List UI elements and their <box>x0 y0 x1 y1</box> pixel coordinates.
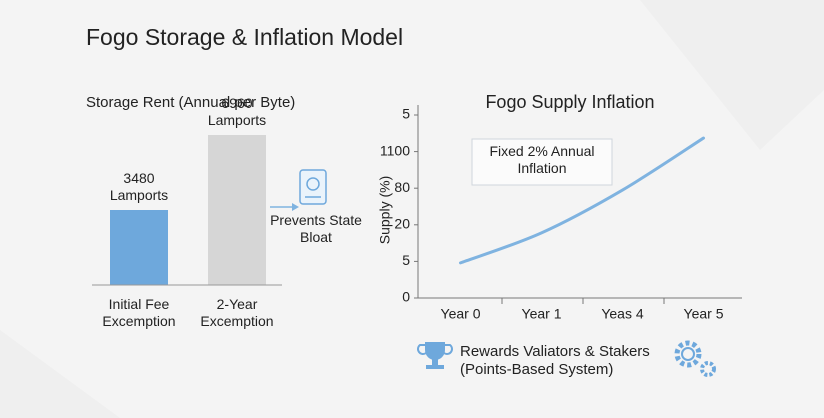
category-label: 2-Year Excemption <box>200 296 274 329</box>
y-tick-label: 0 <box>402 289 410 305</box>
arrow-head <box>292 203 299 211</box>
gear-icon <box>681 347 695 361</box>
trophy-icon <box>432 359 438 365</box>
x-tick-label: Year 0 <box>441 306 481 322</box>
gear-icon <box>674 340 702 368</box>
annotation: Prevents State Bloat <box>270 212 362 245</box>
x-tick-label: Year 5 <box>684 306 724 322</box>
y-tick-label: 20 <box>394 216 410 232</box>
annotation-box <box>471 138 613 186</box>
x-tick-label: Yeas 4 <box>601 306 644 322</box>
value-label: 3480 Lamports <box>109 170 169 203</box>
bg-shape <box>0 330 120 418</box>
footer: Rewards Valiators & Stakers (Points-Base… <box>460 343 650 378</box>
annotation: Fixed 2% Annual Inflation <box>489 143 595 176</box>
x-tick-label: Year 1 <box>522 306 562 322</box>
trophy-icon <box>417 344 453 355</box>
y-tick-label: 5 <box>402 106 410 122</box>
bar <box>110 210 168 285</box>
storage-icon <box>299 169 327 205</box>
value-label: 6960 Lamports <box>207 95 267 128</box>
y-axis-label: Supply (%) <box>377 176 393 244</box>
line-series <box>459 136 705 265</box>
chart-title: Storage Rent (Annual per Byte) <box>86 94 296 111</box>
chart-title: Fogo Supply Inflation <box>485 92 655 112</box>
y-tick-label: 80 <box>394 179 410 195</box>
y-tick-label: 5 <box>402 252 410 268</box>
bg-shape <box>640 0 824 150</box>
gear-icon <box>700 361 716 377</box>
trophy-icon <box>426 365 444 369</box>
category-label: Initial Fee Excemption <box>102 296 176 329</box>
page-title: Fogo Storage & Inflation Model <box>86 24 404 50</box>
storage-icon <box>306 177 320 191</box>
y-tick-label: 1100 <box>380 142 410 158</box>
bar <box>208 135 266 285</box>
trophy-icon <box>425 342 445 360</box>
